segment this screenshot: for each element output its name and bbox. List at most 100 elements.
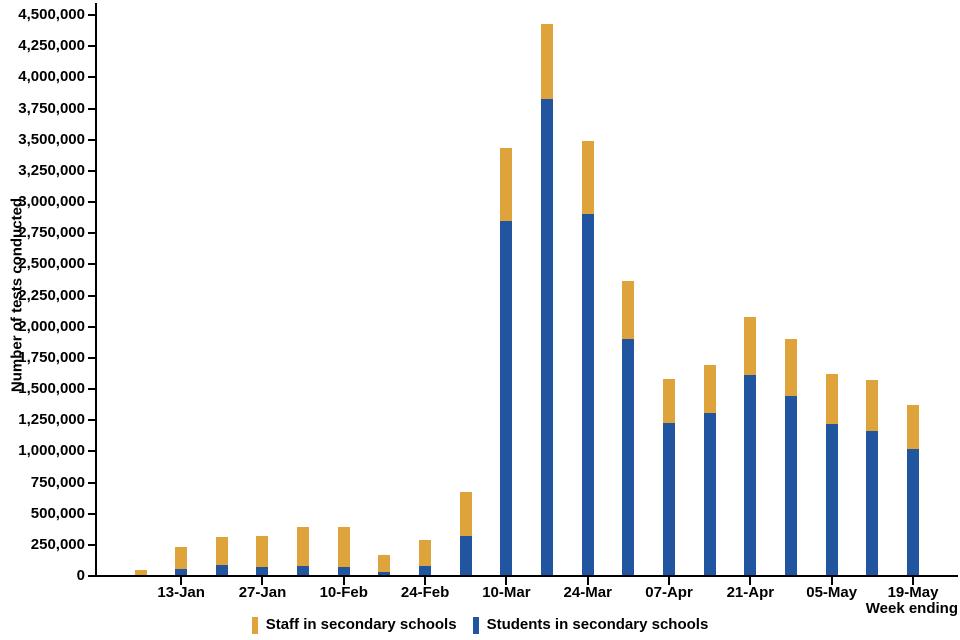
x-tick-mark <box>586 577 589 585</box>
x-tick-mark <box>424 577 427 585</box>
x-tick-label: 21-Apr <box>726 584 775 601</box>
bar-segment-students <box>215 564 228 576</box>
y-tick-mark <box>88 512 96 515</box>
bar-segment-students <box>175 568 188 576</box>
bar-segment-students <box>256 567 269 576</box>
x-tick-mark <box>830 577 833 585</box>
bar-segment-staff <box>337 526 350 567</box>
bar-segment-students <box>907 448 919 576</box>
bar-segment-staff <box>744 316 757 376</box>
bar-segment-students <box>378 572 391 576</box>
y-tick-label: 1,250,000 <box>18 411 85 429</box>
y-tick-label: 2,500,000 <box>18 255 85 273</box>
bar-segment-staff <box>866 379 879 432</box>
y-tick-label: 2,750,000 <box>18 224 85 242</box>
bar-segment-students <box>703 412 716 576</box>
y-tick-label: 500,000 <box>30 504 85 522</box>
x-tick-mark <box>180 577 183 585</box>
x-axis-line <box>95 575 958 577</box>
y-tick-label: 4,250,000 <box>18 37 85 55</box>
y-tick-label: 4,500,000 <box>18 6 85 23</box>
legend-item-staff: Staff in secondary schools <box>251 616 457 634</box>
bar-segment-students <box>866 431 879 576</box>
y-tick-label: 3,250,000 <box>18 161 85 179</box>
bar-segment-staff <box>378 555 391 573</box>
legend-item-students: Students in secondary schools <box>472 616 709 634</box>
x-tick-label: 24-Mar <box>563 584 612 601</box>
x-tick-mark <box>668 577 671 585</box>
y-tick-label: 1,750,000 <box>18 348 85 366</box>
y-tick-label: 3,000,000 <box>18 193 85 210</box>
y-tick-mark <box>88 169 96 172</box>
bar-segment-students <box>337 566 350 576</box>
y-tick-label: 2,250,000 <box>18 286 85 304</box>
x-tick-mark <box>261 577 264 585</box>
legend-label-students: Students in secondary schools <box>486 616 709 633</box>
bar-segment-staff <box>703 365 716 413</box>
bar-segment-students <box>500 220 513 576</box>
y-tick-mark <box>88 575 96 577</box>
y-tick-mark <box>88 325 96 328</box>
y-tick-mark <box>88 294 96 297</box>
bar-segment-students <box>622 339 635 576</box>
y-tick-mark <box>88 356 96 359</box>
y-tick-mark <box>88 388 96 390</box>
y-tick-mark <box>88 45 96 48</box>
legend-marker-students-icon <box>472 616 479 634</box>
bar-segment-staff <box>175 546 188 569</box>
bar-segment-staff <box>785 339 798 397</box>
bar-segment-staff <box>825 374 838 424</box>
x-tick-mark <box>749 577 752 585</box>
x-tick-label: 05-May <box>806 584 858 601</box>
bar-segment-staff <box>419 540 432 567</box>
y-tick-mark <box>88 138 96 141</box>
bar-segment-staff <box>581 140 594 215</box>
bar-segment-staff <box>622 280 635 340</box>
bar-segment-staff <box>663 379 676 423</box>
legend-label-staff: Staff in secondary schools <box>265 616 457 633</box>
bar-segment-students <box>785 396 798 576</box>
bar-segment-students <box>744 375 757 576</box>
y-tick-mark <box>88 263 96 266</box>
x-tick-mark <box>342 577 345 585</box>
y-tick-label: 250,000 <box>30 535 85 553</box>
bar-segment-students <box>663 422 676 576</box>
bar-segment-staff <box>134 570 147 575</box>
y-tick-label: 3,500,000 <box>18 130 85 148</box>
x-tick-label: 10-Mar <box>482 584 531 601</box>
bar-segment-staff <box>500 148 513 221</box>
x-tick-label: 19-May <box>887 584 939 601</box>
bar-segment-students <box>419 566 432 576</box>
y-axis-line <box>95 3 97 577</box>
y-tick-mark <box>88 419 96 422</box>
bar-segment-staff <box>256 536 269 568</box>
y-tick-mark <box>88 481 96 484</box>
y-tick-mark <box>88 543 96 546</box>
x-axis-title: Week ending <box>865 600 958 617</box>
y-tick-mark <box>88 76 96 79</box>
bar-segment-students <box>297 566 310 576</box>
x-tick-mark <box>912 577 914 585</box>
y-tick-label: 4,000,000 <box>18 68 85 86</box>
y-tick-label: 1,500,000 <box>18 380 85 397</box>
x-tick-label: 10-Feb <box>319 584 368 601</box>
x-tick-label: 07-Apr <box>645 584 693 601</box>
y-tick-mark <box>88 14 96 16</box>
x-tick-mark <box>505 577 508 585</box>
bar-segment-students <box>825 423 838 576</box>
y-tick-mark <box>88 201 96 203</box>
x-tick-label: 27-Jan <box>238 584 287 601</box>
y-tick-mark <box>88 107 96 110</box>
bar-segment-staff <box>907 405 919 449</box>
y-tick-label: 1,000,000 <box>18 442 85 460</box>
legend-marker-staff-icon <box>251 616 258 634</box>
y-tick-label: 0 <box>76 567 85 584</box>
y-tick-label: 2,000,000 <box>18 317 85 335</box>
bar-segment-students <box>581 214 594 576</box>
bar-segment-students <box>541 98 554 576</box>
bar-segment-staff <box>541 23 554 99</box>
y-tick-label: 3,750,000 <box>18 99 85 117</box>
bar-segment-staff <box>215 536 228 565</box>
y-tick-mark <box>88 450 96 453</box>
